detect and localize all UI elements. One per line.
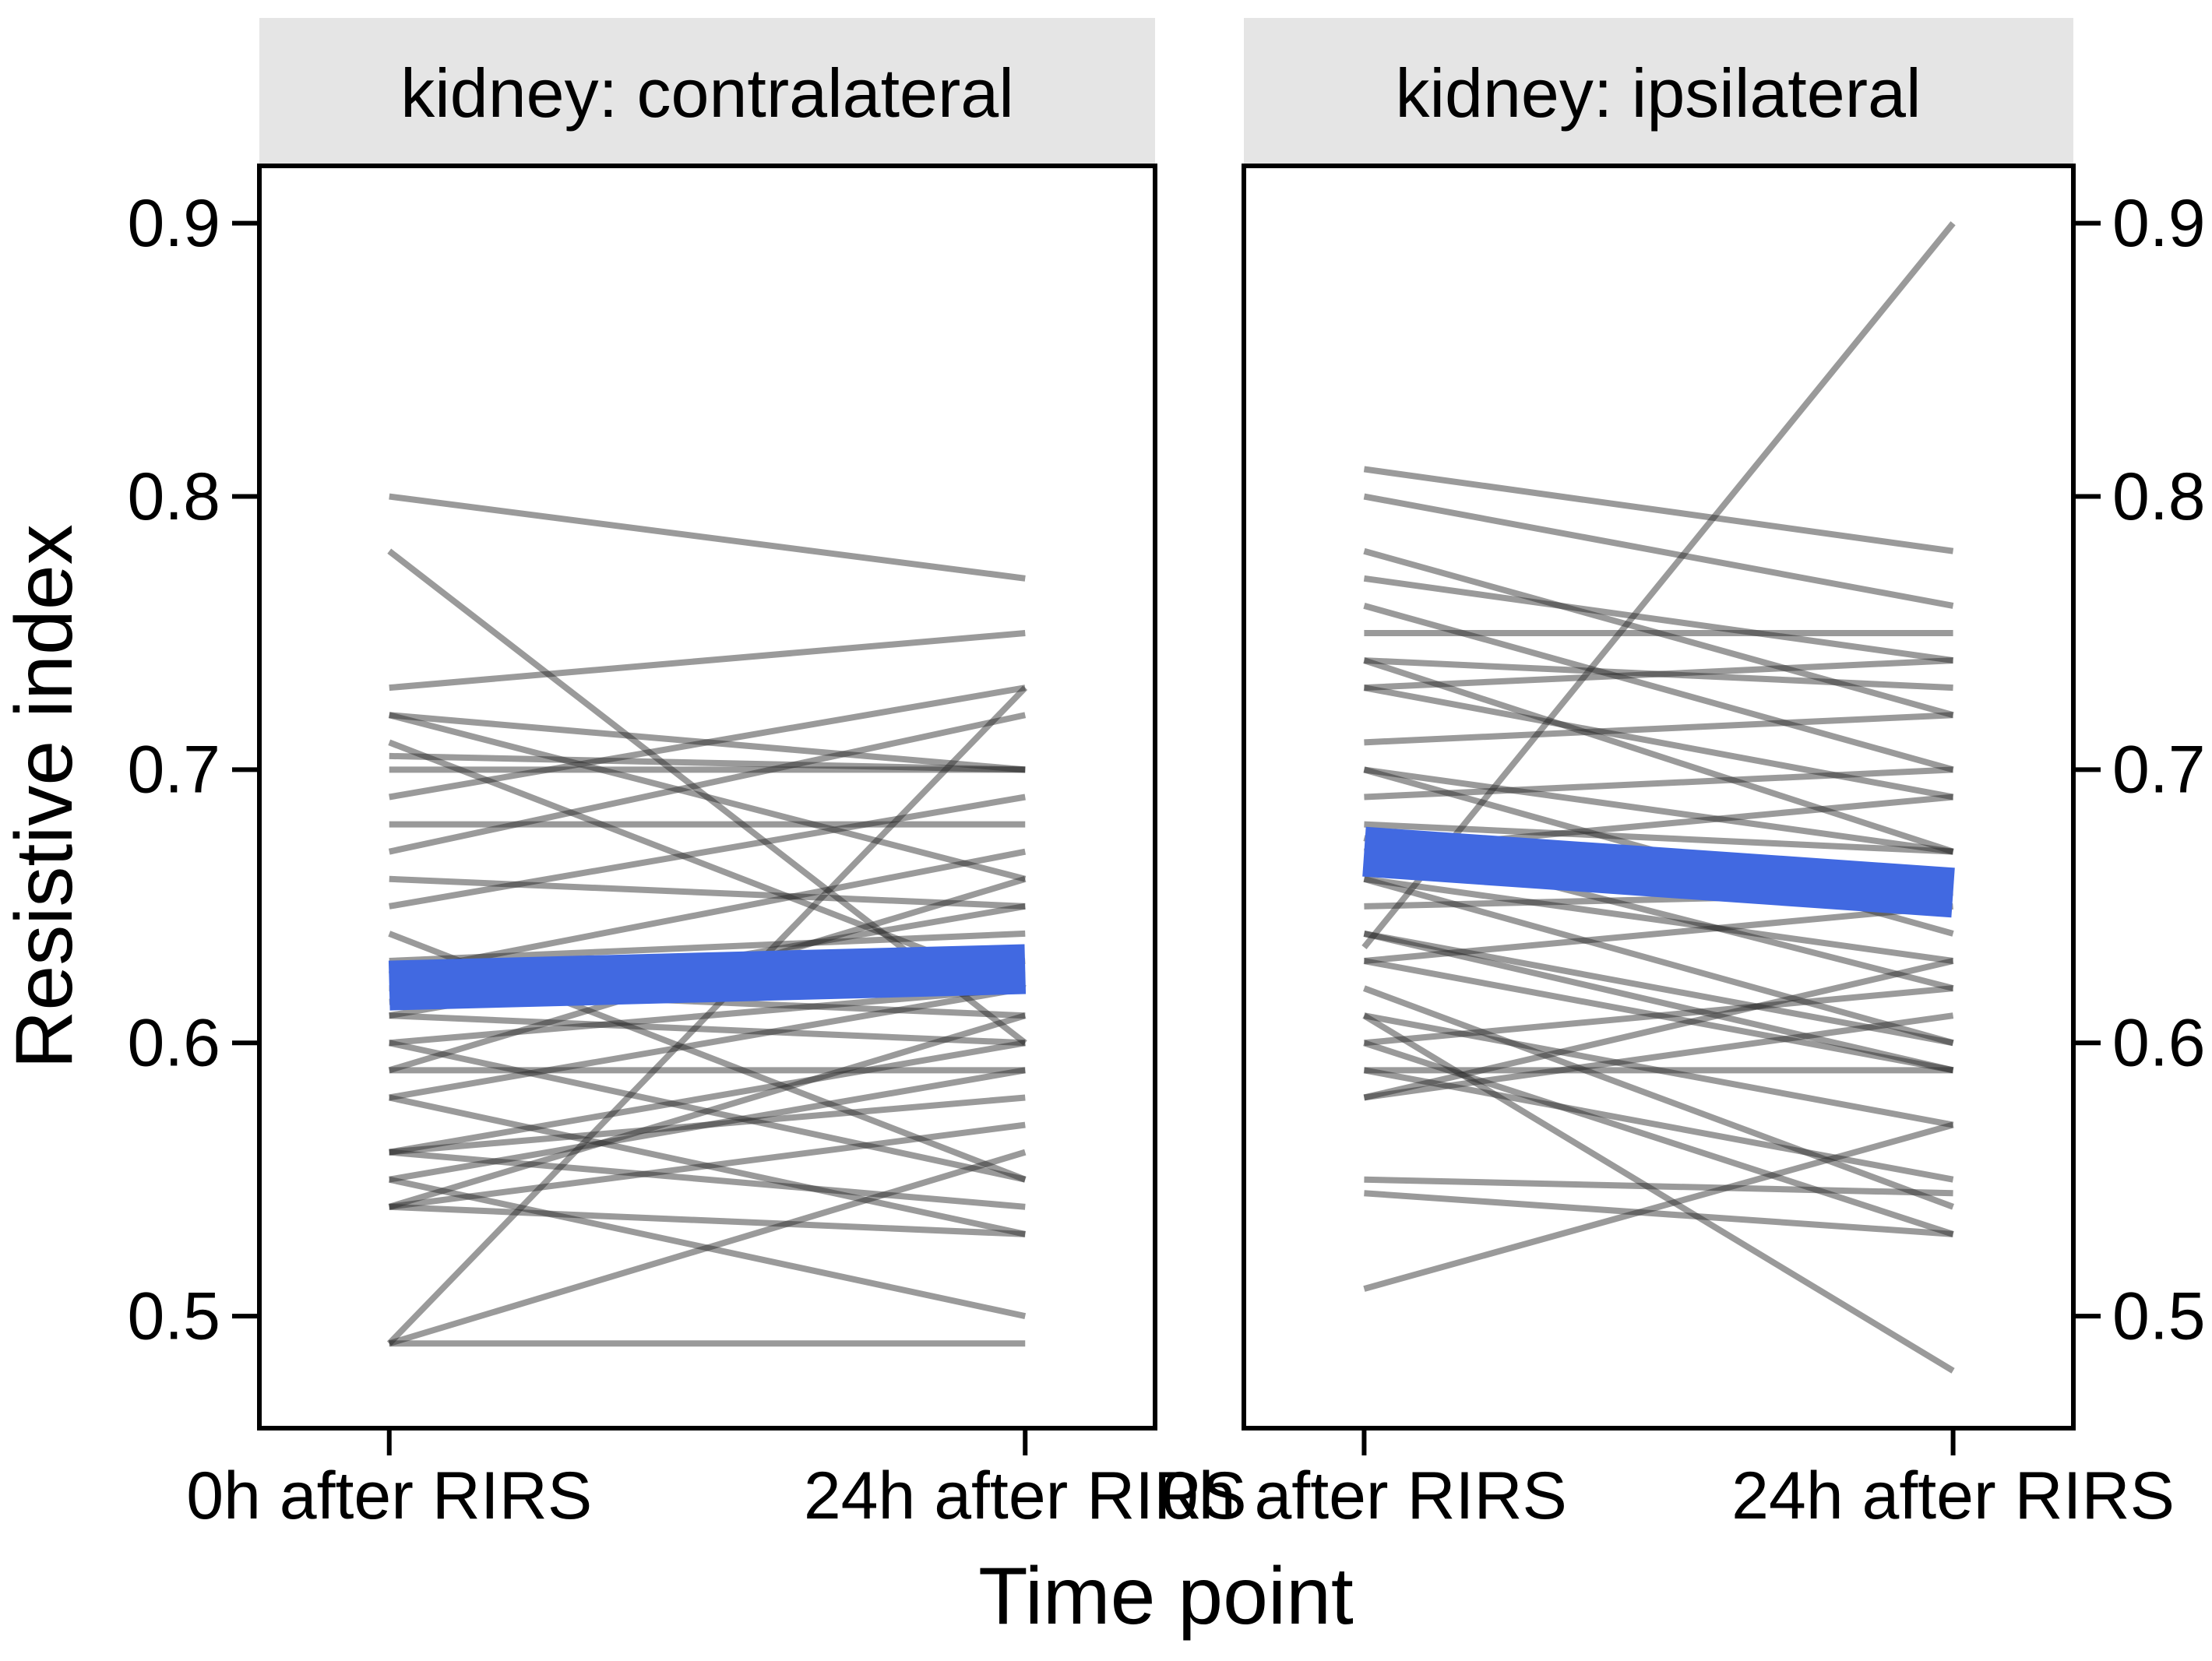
patient-line (1363, 1121, 1954, 1292)
y-tick-label-right: 0.7 (2112, 733, 2206, 808)
facet-strip-ipsilateral (1244, 18, 2073, 166)
patient-line (389, 629, 1026, 691)
patient-line (1363, 985, 1954, 1210)
x-axis-title: Time point (978, 1551, 1354, 1642)
patient-line (1363, 684, 1954, 801)
patient-line (1364, 657, 1953, 691)
facet-strip-contralateral (259, 18, 1155, 166)
y-tick-label-right: 0.8 (2112, 459, 2206, 534)
y-axis-title: Resistive index (0, 524, 90, 1068)
patient-line (389, 684, 1026, 801)
patient-line (386, 685, 1028, 1346)
y-tick-label-left: 0.6 (127, 1006, 220, 1081)
patient-line (1364, 657, 1953, 691)
patient-line (389, 1203, 1026, 1237)
patient-line (389, 875, 1026, 910)
patient-line (1363, 958, 1954, 1074)
patient-line (388, 712, 1027, 855)
patient-line (1363, 931, 1954, 1074)
patient-line (389, 493, 1026, 582)
panel-border (1242, 164, 2076, 1431)
patient-line (388, 1040, 1027, 1183)
y-tick-label-right: 0.5 (2112, 1279, 2206, 1353)
patient-line (1364, 766, 1953, 801)
patient-line (1362, 1012, 1955, 1374)
panel-contralateral (259, 166, 1155, 1428)
patient-line (1363, 958, 1954, 1101)
patient-line (1364, 1176, 1953, 1197)
patient-line (1364, 1190, 1953, 1237)
mean-line (388, 944, 1027, 1011)
patient-line (389, 1040, 1026, 1156)
patient-line (1363, 575, 1954, 664)
y-tick-label-left: 0.5 (127, 1279, 220, 1353)
patient-line (388, 1176, 1027, 1320)
facet-title-contralateral: kidney: contralateral (400, 55, 1014, 132)
patient-line (1363, 1012, 1954, 1101)
x-tick-label: 0h after RIRS (186, 1459, 592, 1533)
patient-line (1363, 766, 1954, 855)
patient-line (1363, 875, 1954, 964)
patient-line (389, 1121, 1026, 1210)
patient-line (388, 1149, 1027, 1347)
y-tick-label-right: 0.9 (2112, 186, 2206, 261)
data-lines-layer (386, 221, 1956, 1374)
patient-line (1363, 657, 1954, 855)
patient-line (1364, 712, 1953, 746)
patient-line (1363, 875, 1954, 1047)
patient-line (389, 794, 1026, 910)
patient-line (389, 1094, 1026, 1156)
y-tick-label-left: 0.9 (127, 186, 220, 261)
patient-line (1363, 1040, 1954, 1237)
patient-line (1363, 603, 1954, 773)
y-tick-label-left: 0.8 (127, 459, 220, 534)
patient-line (1364, 985, 1953, 1047)
patient-line (1363, 931, 1954, 1047)
patient-line (1363, 547, 1954, 719)
patient-line (1363, 1067, 1954, 1183)
patient-line (389, 712, 1026, 773)
patient-line (389, 1012, 1026, 1047)
mean-line (1362, 826, 1955, 918)
patient-line (389, 1149, 1026, 1210)
patient-line (388, 712, 1027, 882)
patient-line (1363, 1012, 1954, 1128)
patient-line (1361, 221, 1956, 949)
patient-line (388, 1012, 1027, 1210)
patient-line (389, 1067, 1026, 1183)
facet-title-ipsilateral: kidney: ipsilateral (1396, 55, 1921, 132)
y-tick-label-left: 0.7 (127, 733, 220, 808)
patient-line (1363, 493, 1954, 609)
patient-line (388, 1094, 1027, 1237)
x-tick-label: 24h after RIRS (1731, 1459, 2175, 1533)
panel-ipsilateral (1244, 166, 2073, 1428)
patient-line (389, 985, 1026, 1047)
patient-line (388, 848, 1027, 978)
x-tick-label: 0h after RIRS (1161, 1459, 1567, 1533)
y-tick-label-right: 0.6 (2112, 1006, 2206, 1081)
patient-line (389, 930, 1026, 965)
panel-border (257, 164, 1157, 1431)
patient-line (389, 752, 1026, 773)
patient-line (1363, 466, 1954, 554)
patient-line (389, 985, 1026, 1101)
patient-line (1364, 903, 1953, 965)
x-tick-label: 24h after RIRS (804, 1459, 1247, 1533)
patient-line (1364, 821, 1953, 855)
